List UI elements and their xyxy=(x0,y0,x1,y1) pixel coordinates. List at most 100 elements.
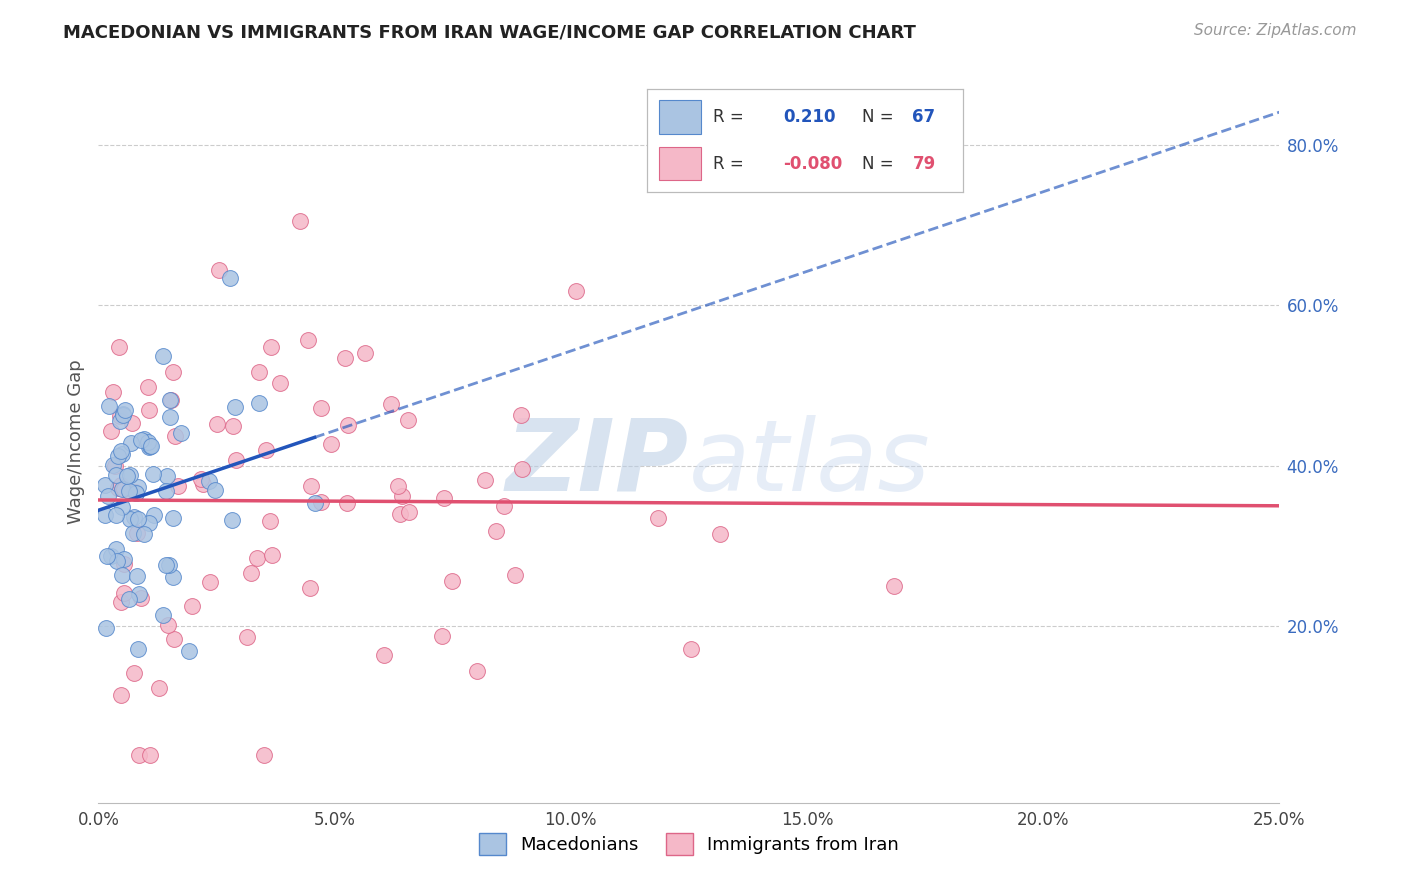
Text: 0.210: 0.210 xyxy=(783,109,835,127)
Point xyxy=(112,482,135,496)
Point xyxy=(110,689,132,703)
Text: ZIP: ZIP xyxy=(506,415,689,512)
Point xyxy=(155,558,177,572)
Point xyxy=(167,479,190,493)
Point xyxy=(297,334,319,348)
FancyBboxPatch shape xyxy=(659,101,700,135)
Point xyxy=(142,508,165,523)
Point xyxy=(709,527,731,541)
Point xyxy=(510,408,533,422)
Point xyxy=(190,472,212,486)
Point xyxy=(138,402,160,417)
Text: -0.080: -0.080 xyxy=(783,154,842,172)
Point xyxy=(221,513,243,527)
Point xyxy=(138,440,160,454)
Point xyxy=(104,458,127,473)
Point xyxy=(124,484,146,499)
Point xyxy=(157,558,180,573)
Point xyxy=(236,631,259,645)
Point xyxy=(494,500,516,514)
Point xyxy=(163,429,186,443)
Point xyxy=(139,747,162,762)
Point xyxy=(354,346,377,360)
Point xyxy=(647,510,669,524)
Point xyxy=(127,642,149,657)
Legend: Macedonians, Immigrants from Iran: Macedonians, Immigrants from Iran xyxy=(471,826,907,863)
Point xyxy=(249,365,271,379)
Point xyxy=(260,340,283,354)
Point xyxy=(141,439,163,453)
Point xyxy=(108,409,131,424)
Point xyxy=(152,608,174,623)
Point xyxy=(335,351,357,366)
Point xyxy=(433,491,456,505)
Point xyxy=(100,549,122,563)
Point xyxy=(128,747,150,762)
Point xyxy=(163,632,186,647)
FancyBboxPatch shape xyxy=(659,146,700,180)
Point xyxy=(247,396,270,410)
Point xyxy=(94,508,117,522)
Point xyxy=(198,474,221,488)
Point xyxy=(225,453,247,467)
Text: Source: ZipAtlas.com: Source: ZipAtlas.com xyxy=(1194,23,1357,38)
Point xyxy=(152,350,174,364)
Point xyxy=(204,483,226,497)
Point xyxy=(162,365,184,379)
Point xyxy=(125,486,148,500)
Point xyxy=(127,479,149,493)
Point xyxy=(396,413,419,427)
Point xyxy=(136,434,159,449)
Point xyxy=(311,495,333,509)
Point xyxy=(128,587,150,601)
Text: 79: 79 xyxy=(912,154,936,172)
Point xyxy=(883,579,905,593)
Point xyxy=(262,548,284,562)
Point xyxy=(162,511,184,525)
Point xyxy=(253,747,276,762)
Point xyxy=(138,516,160,531)
Point xyxy=(111,500,134,514)
Point xyxy=(681,641,703,656)
Point xyxy=(110,477,132,491)
Point xyxy=(159,393,181,408)
Point xyxy=(117,484,139,499)
Point xyxy=(108,414,131,428)
Point xyxy=(380,397,402,411)
Point xyxy=(389,507,412,521)
Point xyxy=(112,551,135,566)
Point xyxy=(93,478,115,492)
Point xyxy=(474,473,496,487)
Point xyxy=(142,467,165,482)
Point xyxy=(246,550,269,565)
Point xyxy=(120,436,142,450)
Point xyxy=(391,489,413,503)
Point xyxy=(105,554,128,568)
Point xyxy=(110,443,132,458)
Point xyxy=(205,417,228,431)
Point xyxy=(121,416,143,430)
Point xyxy=(129,591,152,605)
Point xyxy=(136,380,159,394)
Point xyxy=(132,526,155,541)
Point xyxy=(112,558,135,572)
Point xyxy=(129,434,152,448)
Point xyxy=(467,665,489,679)
Point xyxy=(125,485,148,500)
Point xyxy=(299,478,322,492)
Point xyxy=(122,510,145,524)
Point xyxy=(118,468,141,483)
Point xyxy=(159,409,181,424)
Point xyxy=(105,541,128,556)
Point xyxy=(94,621,117,635)
Point xyxy=(224,400,246,414)
Point xyxy=(121,525,143,540)
Text: R =: R = xyxy=(713,154,744,172)
Point xyxy=(117,592,139,607)
Point xyxy=(398,505,420,519)
Point xyxy=(200,575,222,590)
Point xyxy=(112,586,135,600)
Point xyxy=(430,629,453,643)
Point xyxy=(124,665,146,680)
Point xyxy=(222,418,245,433)
